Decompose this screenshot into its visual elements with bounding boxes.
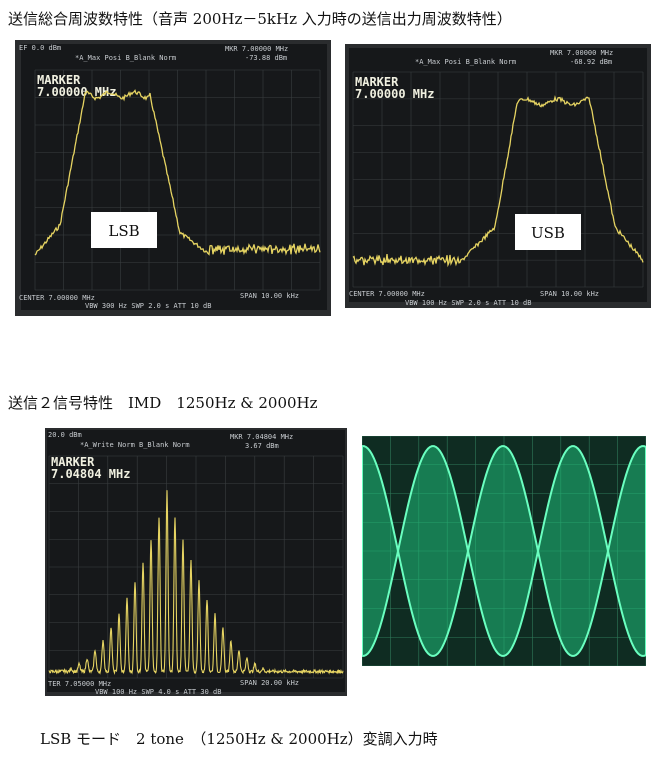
screen [21,44,327,310]
spectrum-photo-usb: *A_Max Posi B_Blank Norm MKR 7.00000 MHz… [345,44,651,308]
marker-label: MARKER [51,455,95,469]
marker-frequency: 7.00000 MHz [355,87,434,101]
spectrum-trace [352,95,644,268]
trace-mode: *A_Max Posi B_Blank Norm [415,58,516,66]
marker-readout: MKR 7.00000 MHz [550,49,613,57]
marker-frequency: 7.04804 MHz [51,467,130,481]
span: SPAN 20.00 kHz [240,679,299,687]
tag-box [91,212,157,248]
marker-readout: MKR 7.00000 MHz [225,45,288,53]
section-title: 送信２信号特性 IMD 1250Hz & 2000Hz [8,394,318,412]
marker-level: -73.88 dBm [245,54,287,62]
spectrum-trace [34,89,321,256]
ref-level: EF 0.0 dBm [19,44,61,52]
marker-label: MARKER [355,75,399,89]
spectrum-trace [48,490,344,675]
marker-level: -68.92 dBm [570,58,612,66]
span: SPAN 10.00 kHz [240,292,299,300]
span: SPAN 10.00 kHz [540,290,599,298]
marker-readout: MKR 7.04804 MHz [230,433,293,441]
oscilloscope-photo [362,436,646,666]
two-tone-envelope [362,445,646,657]
spectrum-photo-imd: 20.0 dBm *A_Write Norm B_Blank Norm MKR … [45,428,347,696]
marker-frequency: 7.00000 MHz [37,85,116,99]
trace-mode: *A_Write Norm B_Blank Norm [80,441,190,449]
tag-box [515,214,581,250]
ref-level: 20.0 dBm [48,431,82,439]
marker-label: MARKER [37,73,81,87]
settings: VBW 100 Hz SWP 2.0 s ATT 10 dB [405,299,531,307]
center-frequency: TER 7.05000 MHz [48,680,111,688]
center-frequency: CENTER 7.00000 MHz [19,294,95,302]
trace-mode: *A_Max Posi B_Blank Norm [75,54,176,62]
settings: VBW 100 Hz SWP 4.0 s ATT 30 dB [95,688,221,696]
title: 送信総合周波数特性（音声 200Hz－5kHz 入力時の送信出力周波数特性） [8,10,512,28]
sideband-tag: LSB [108,222,139,240]
caption: LSB モード 2 tone （1250Hz & 2000Hz）変調入力時 [40,730,438,748]
settings: VBW 300 Hz SWP 2.0 s ATT 10 dB [85,302,211,310]
sideband-tag: USB [531,224,565,242]
spectrum-photo-lsb: EF 0.0 dBm *A_Max Posi B_Blank Norm MKR … [15,40,331,316]
marker-level: 3.67 dBm [245,442,279,450]
center-frequency: CENTER 7.00000 MHz [349,290,425,298]
